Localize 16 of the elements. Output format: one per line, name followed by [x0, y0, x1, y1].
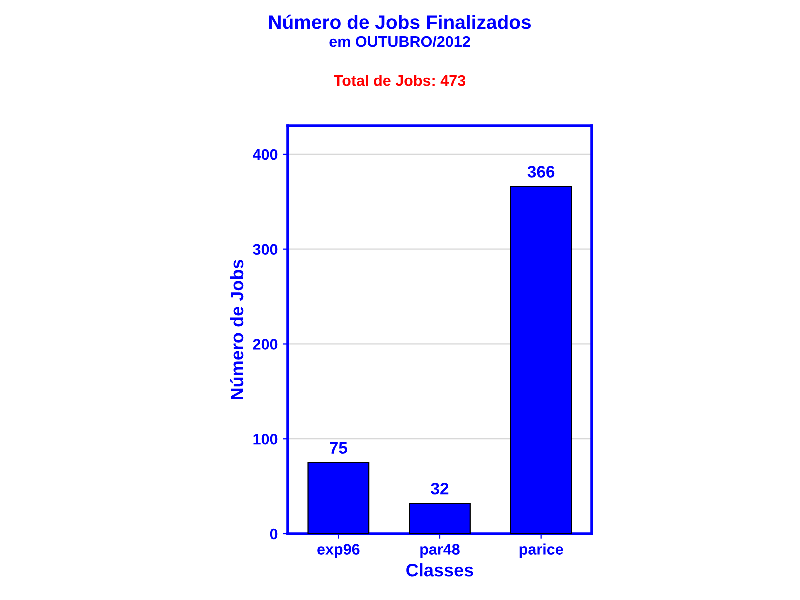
x-tick-label: exp96	[318, 544, 360, 558]
data-label: 32	[431, 482, 449, 495]
chart-subtitle: em OUTUBRO/2012	[330, 36, 470, 48]
y-axis-title: Número de Jobs	[230, 260, 244, 400]
x-tick-label: par48	[420, 544, 460, 558]
y-tick-label: 0	[270, 528, 278, 540]
data-label: 75	[330, 442, 348, 454]
y-tick-label: 100	[254, 434, 278, 445]
chart-title: Número de Jobs Finalizados	[269, 14, 532, 30]
data-label: 366	[528, 166, 555, 178]
text: Total de Jobs: 473	[334, 75, 466, 86]
y-tick-label: 400	[253, 149, 278, 160]
y-tick-label: 300	[253, 244, 278, 256]
x-tick-label: parice	[520, 544, 564, 558]
y-tick-label: 200	[253, 339, 278, 350]
x-axis-title: Classes	[406, 564, 474, 577]
